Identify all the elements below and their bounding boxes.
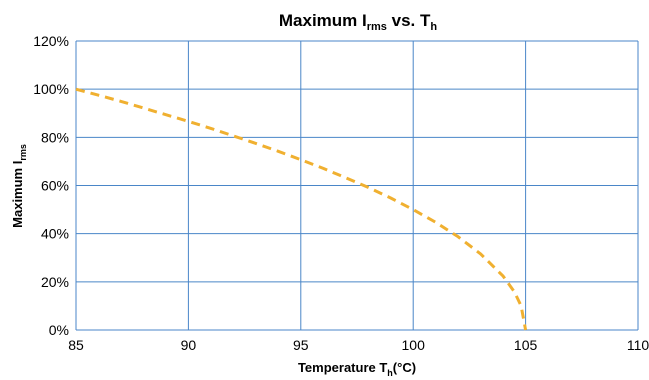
chart-title-main: Maximum I	[279, 11, 367, 30]
y-axis-label-main: Maximum I	[10, 161, 25, 228]
series-group	[75, 87, 528, 331]
x-axis-label-main: Temperature T	[298, 360, 387, 375]
chart-title-main-sub: rms	[367, 21, 387, 33]
y-axis-label: Maximum Irms	[10, 144, 28, 228]
x-tick-label: 100	[402, 337, 426, 353]
chart-title-mid: vs. T	[387, 11, 431, 30]
tick-labels: 85 90 95 100 105 110 0% 20% 40% 60% 80% 100% 120%	[33, 33, 649, 353]
chart-title: Maximum Irms vs. Th	[279, 11, 438, 33]
y-tick-label: 120%	[33, 33, 69, 49]
y-tick-label: 0%	[49, 322, 69, 338]
y-tick-label: 40%	[41, 226, 69, 242]
x-tick-label: 95	[293, 337, 309, 353]
x-tick-label: 85	[68, 337, 84, 353]
y-tick-label: 80%	[41, 129, 69, 145]
gridlines	[75, 40, 639, 331]
y-tick-label: 60%	[41, 178, 69, 194]
series-line	[75, 87, 528, 331]
x-tick-label: 90	[181, 337, 197, 353]
x-axis-label-sub: h	[387, 368, 393, 378]
x-axis-label-tail: (°C)	[393, 360, 416, 375]
x-tick-label: 105	[514, 337, 538, 353]
y-tick-label: 20%	[41, 274, 69, 290]
x-tick-label: 110	[627, 337, 649, 353]
y-axis-label-sub: rms	[18, 144, 28, 161]
x-axis-label: Temperature Th(°C)	[298, 360, 416, 378]
y-tick-label: 100%	[33, 81, 69, 97]
chart-title-mid-sub: h	[430, 21, 437, 33]
